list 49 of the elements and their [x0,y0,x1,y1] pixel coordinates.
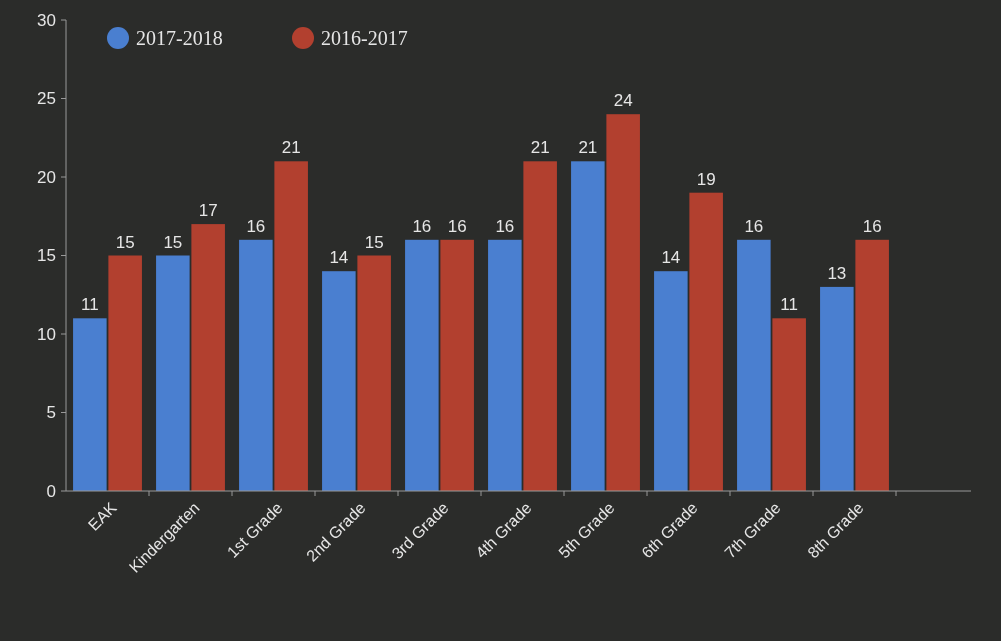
bar [440,239,474,491]
legend-label: 2017-2018 [136,27,223,49]
legend-label: 2016-2017 [321,27,408,49]
data-label: 16 [862,216,882,236]
bar [274,161,308,491]
bar [571,161,605,491]
data-label: 21 [281,138,301,158]
bar [357,255,391,491]
y-tick-label: 15 [37,246,56,266]
data-label: 16 [412,216,432,236]
bar [191,224,225,491]
bar [108,255,142,491]
bar [606,114,640,491]
y-tick-label: 25 [37,89,56,109]
data-label: 16 [744,216,764,236]
y-tick-label: 0 [46,481,56,501]
bar [405,239,439,491]
data-label: 24 [613,91,633,111]
data-label: 17 [198,201,218,221]
y-tick-label: 30 [37,10,56,30]
bar [322,271,356,491]
y-tick-label: 10 [37,324,56,344]
data-label: 21 [578,138,598,158]
data-label: 11 [780,295,798,315]
bar [654,271,688,491]
bar [156,255,190,491]
y-tick-label: 5 [46,403,56,423]
bar [73,318,107,491]
bar [689,192,723,491]
data-label: 15 [364,232,384,252]
data-label: 19 [696,169,716,189]
data-label: 16 [447,216,467,236]
data-label: 16 [246,216,266,236]
data-label: 14 [329,248,349,268]
bar [737,239,771,491]
bar [855,239,889,491]
y-tick-label: 20 [37,167,56,187]
data-label: 11 [81,295,99,315]
data-label: 21 [530,138,550,158]
data-label: 15 [163,232,183,252]
data-label: 16 [495,216,515,236]
bar [772,318,806,491]
bar [820,286,854,491]
data-label: 13 [827,263,847,283]
bar [523,161,557,491]
data-label: 15 [115,232,135,252]
bar [488,239,522,491]
data-label: 14 [661,248,681,268]
bar [239,239,273,491]
